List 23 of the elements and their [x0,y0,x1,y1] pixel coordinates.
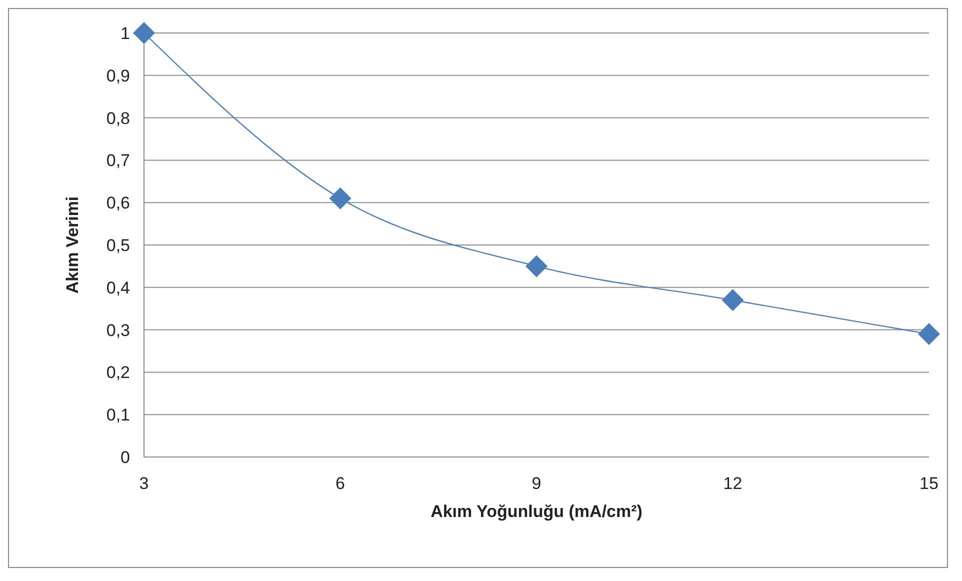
y-tick-label: 0,6 [106,194,130,213]
point [526,255,548,278]
y-tick-label: 0,3 [106,320,130,340]
y-tick-label: 0,4 [106,278,130,298]
point [722,289,744,312]
y-tick-label: 0,8 [106,108,130,128]
x-tick-label: 15 [920,474,938,494]
point [133,22,155,44]
x-axis-title: Akım Yoğunluğu (mA/cm²) [430,502,642,521]
x-tick-label: 3 [139,474,149,494]
x-tick-label: 12 [723,474,742,494]
y-tick-label: 0,7 [106,151,130,170]
y-tick-label: 0 [120,448,130,468]
x-tick-label: 9 [532,474,542,494]
point [329,187,352,210]
y-tick-label: 0,5 [106,236,130,256]
y-tick-label: 0,2 [106,363,130,382]
y-tick-label: 1 [120,24,130,44]
x-tick-label: 6 [336,474,345,494]
point [918,323,940,346]
y-tick-label: 0,9 [106,66,130,86]
y-tick-label: 0,1 [106,406,130,425]
y-axis-title: Akım Verimi [63,196,82,294]
